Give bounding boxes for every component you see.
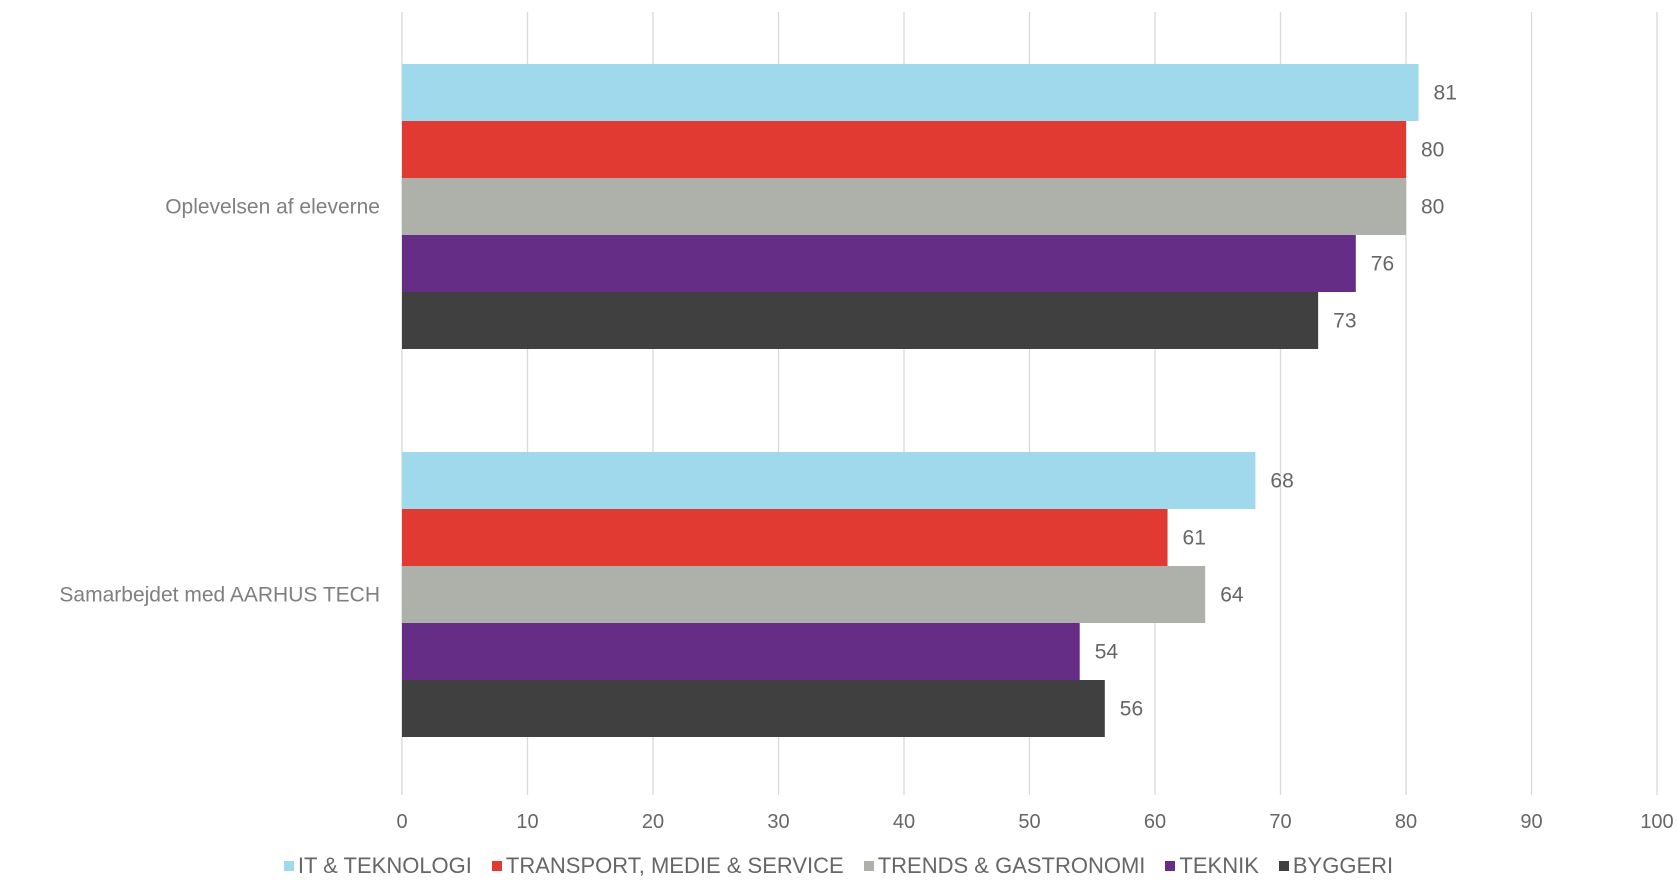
- legend-swatch: [1278, 861, 1289, 871]
- legend-swatch: [1165, 861, 1176, 871]
- bar: [402, 623, 1080, 680]
- x-tick-label: 80: [1395, 811, 1417, 833]
- legend-swatch: [491, 861, 502, 871]
- x-tick-label: 0: [396, 811, 407, 833]
- x-tick-label: 50: [1018, 811, 1040, 833]
- bar-chart: 0 10 20 30 40 50 60 70 80 90 100 81 80 80 76 73 Oplevels…: [59, 12, 1674, 833]
- bar: [402, 235, 1356, 292]
- legend-label: TRENDS & GASTRONOMI: [877, 853, 1146, 878]
- legend-item: TRANSPORT, MEDIE & SERVICE: [491, 853, 844, 879]
- category-label: Samarbejdet med AARHUS TECH: [59, 584, 380, 607]
- data-label: 68: [1270, 470, 1293, 493]
- x-tick-label: 100: [1640, 811, 1673, 833]
- bar: [402, 509, 1168, 566]
- bar: [402, 452, 1256, 509]
- bar: [402, 178, 1406, 235]
- data-label: 76: [1371, 253, 1394, 276]
- legend-label: IT & TEKNOLOGI: [297, 853, 472, 878]
- legend-label: TEKNIK: [1179, 853, 1259, 878]
- data-label: 61: [1183, 527, 1206, 550]
- data-label: 54: [1095, 641, 1119, 664]
- legend-item: BYGGERI: [1278, 853, 1394, 879]
- data-label: 64: [1220, 584, 1244, 607]
- legend: IT & TEKNOLOGI TRANSPORT, MEDIE & SERVICE…: [0, 852, 1677, 880]
- bar: [402, 121, 1406, 178]
- legend-item: TRENDS & GASTRONOMI: [863, 853, 1146, 879]
- bar: [402, 566, 1206, 623]
- data-label: 56: [1120, 698, 1143, 721]
- x-tick-label: 60: [1144, 811, 1166, 833]
- x-tick-label: 30: [767, 811, 789, 833]
- x-tick-label: 90: [1520, 811, 1542, 833]
- data-label: 81: [1434, 82, 1457, 105]
- data-label: 80: [1421, 139, 1444, 162]
- x-tick-label: 70: [1269, 811, 1291, 833]
- category-label: Oplevelsen af eleverne: [165, 196, 380, 219]
- x-tick-label: 20: [642, 811, 664, 833]
- x-tick-label: 10: [516, 811, 538, 833]
- bar: [402, 680, 1105, 737]
- x-tick-label: 40: [893, 811, 915, 833]
- legend-item: IT & TEKNOLOGI: [283, 853, 472, 879]
- legend-swatch: [863, 861, 874, 871]
- bar: [402, 64, 1419, 121]
- bar: [402, 292, 1319, 349]
- data-label: 73: [1333, 310, 1356, 333]
- legend-label: BYGGERI: [1292, 853, 1394, 878]
- legend-label: TRANSPORT, MEDIE & SERVICE: [505, 853, 844, 878]
- legend-item: TEKNIK: [1165, 853, 1259, 879]
- legend-swatch: [283, 861, 294, 871]
- data-label: 80: [1421, 196, 1444, 219]
